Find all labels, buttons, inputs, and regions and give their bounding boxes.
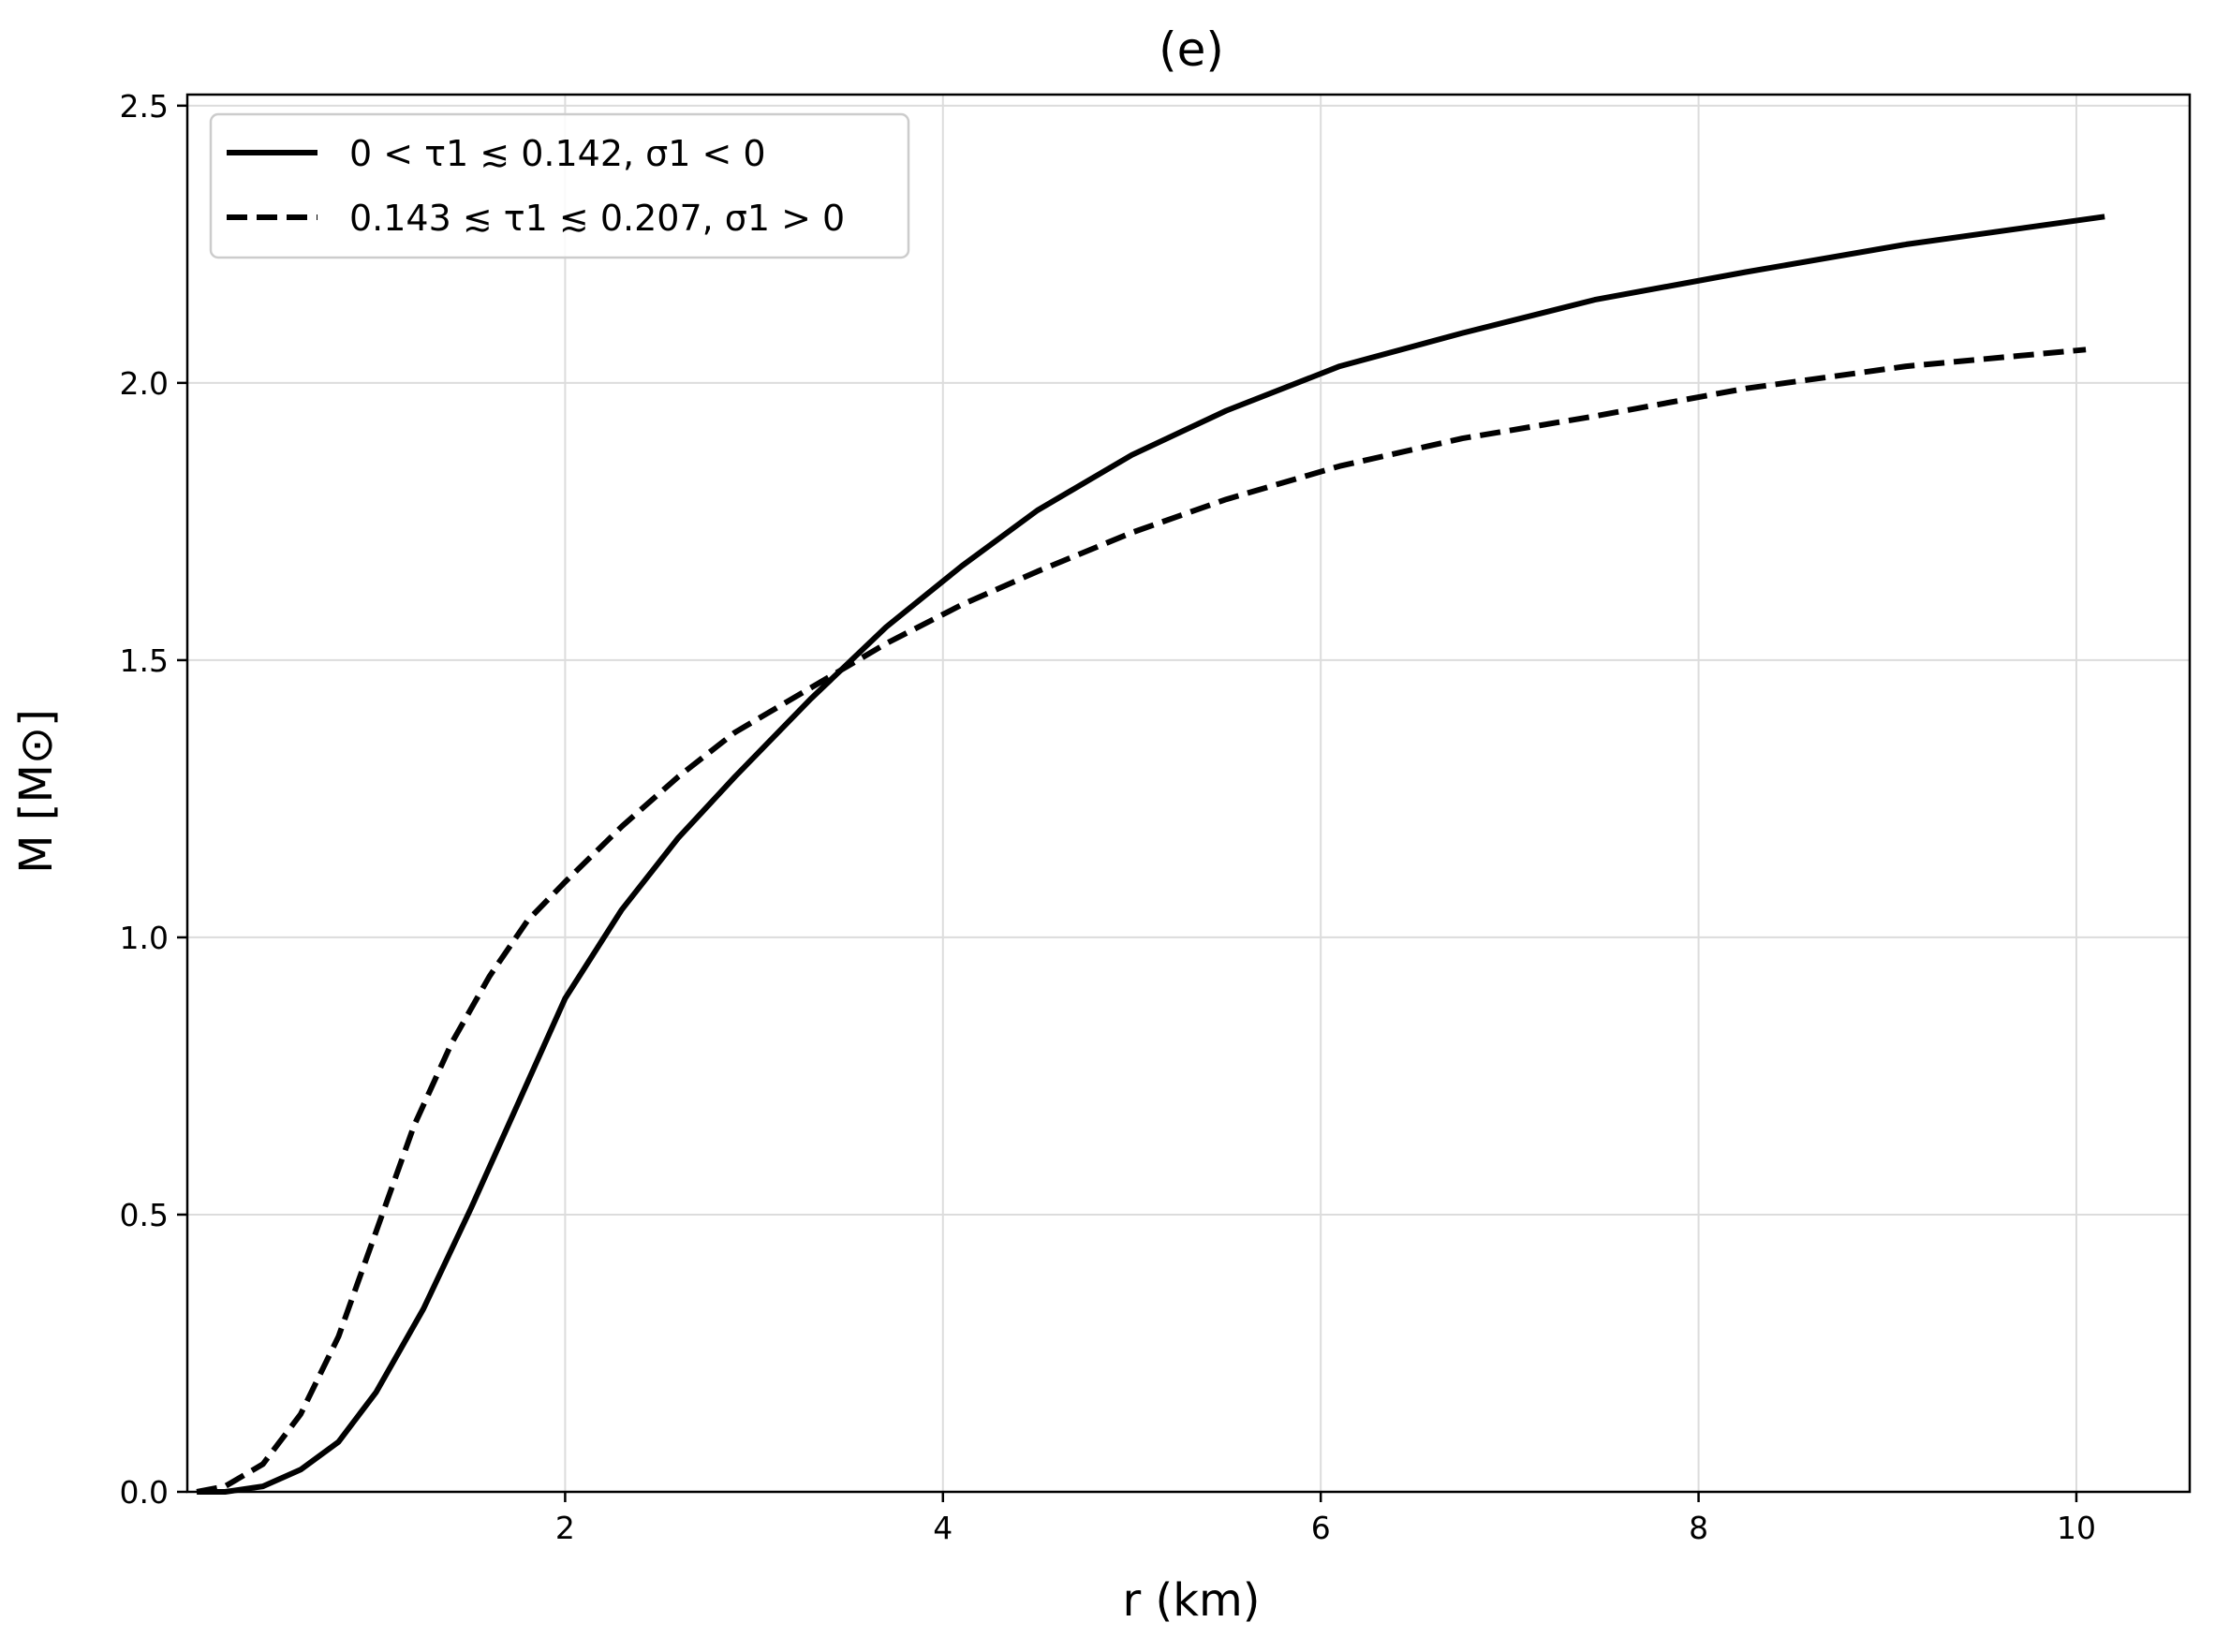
- y-axis-label: M [M⊙]: [10, 709, 63, 874]
- y-tick-label: 1.5: [120, 642, 169, 679]
- legend-label-series-1: 0 < τ1 ≲ 0.142, σ1 < 0: [349, 133, 766, 174]
- chart-title: (e): [1159, 22, 1224, 77]
- y-tick-label: 0.0: [120, 1474, 169, 1511]
- y-tick-label: 2.0: [120, 365, 169, 402]
- y-tick-label: 2.5: [120, 88, 169, 125]
- y-tick-label: 1.0: [120, 920, 169, 956]
- x-tick-label: 6: [1311, 1510, 1331, 1546]
- plot-frame: [185, 93, 2192, 1494]
- series-line-2: [196, 347, 2087, 1495]
- grid: [187, 95, 2190, 1493]
- legend-box: [209, 112, 910, 259]
- x-tick-label: 4: [933, 1510, 952, 1546]
- x-axis-label: r (km): [1123, 1574, 1261, 1627]
- x-tick-label: 10: [2057, 1510, 2096, 1546]
- x-tick-label: 8: [1689, 1510, 1708, 1546]
- series-line-1: [197, 214, 2105, 1495]
- series-layer: [196, 214, 2105, 1495]
- legend: 0 < τ1 ≲ 0.142, σ1 < 0 0.143 ≲ τ1 ≲ 0.20…: [209, 112, 910, 259]
- legend-label-series-2: 0.143 ≲ τ1 ≲ 0.207, σ1 > 0: [349, 198, 845, 239]
- x-tick-label: 2: [555, 1510, 575, 1546]
- ticks: 2 4 6 8 10 0.0 0.5 1.0 1.5 2.0 2.5: [120, 88, 2096, 1546]
- y-tick-label: 0.5: [120, 1197, 169, 1233]
